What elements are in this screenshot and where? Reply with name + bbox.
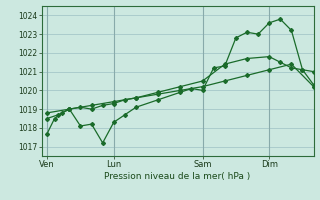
X-axis label: Pression niveau de la mer( hPa ): Pression niveau de la mer( hPa )	[104, 172, 251, 181]
